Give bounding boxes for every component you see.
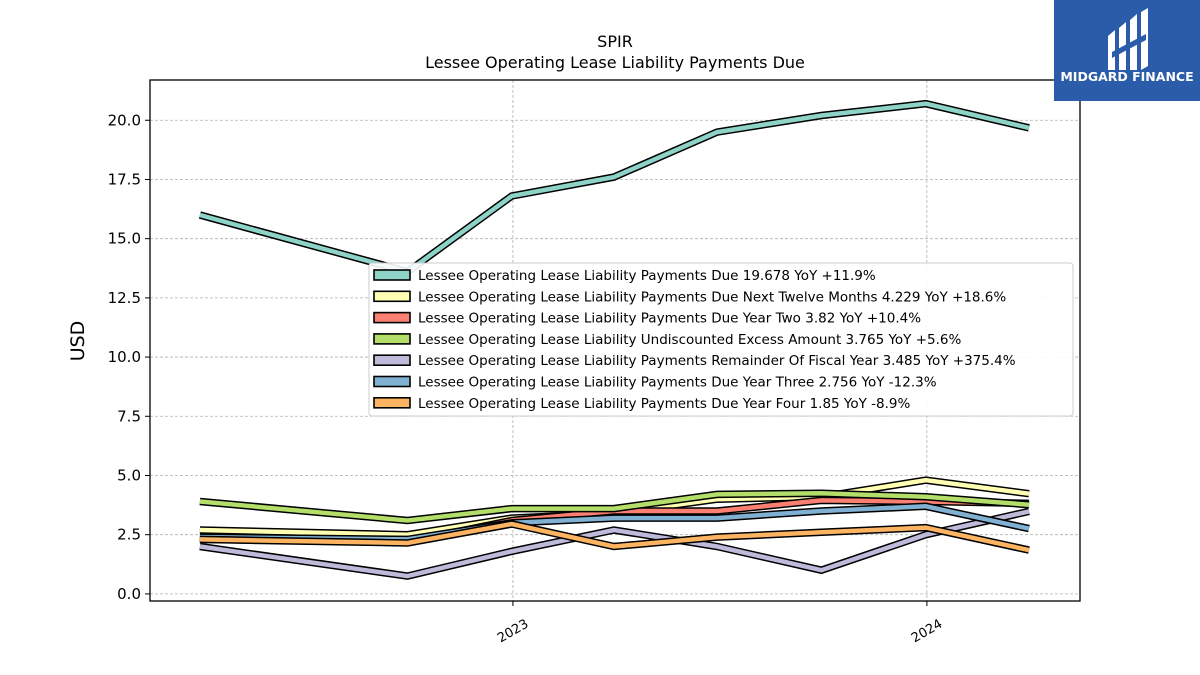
y-tick-label: 0.0 <box>117 585 141 603</box>
legend-swatch <box>373 354 411 367</box>
series-lines <box>198 99 1030 580</box>
legend-swatch <box>373 396 411 409</box>
y-tick-label: 2.5 <box>117 526 141 544</box>
logo-mark-icon <box>1108 8 1148 70</box>
legend-swatch <box>373 333 411 345</box>
y-tick-label: 5.0 <box>117 466 141 484</box>
brand-logo: MIDGARD FINANCE <box>1054 0 1200 101</box>
legend-box <box>368 262 1074 417</box>
chart-subtitle: Lessee Operating Lease Liability Payment… <box>425 53 805 72</box>
legend-entry-label: Lessee Operating Lease Liability Payment… <box>418 289 1006 305</box>
y-axis-label: USD <box>67 321 89 362</box>
y-tick-label: 20.0 <box>108 111 141 129</box>
legend-entry-label: Lessee Operating Lease Liability Undisco… <box>418 332 962 348</box>
legend-entry-label: Lessee Operating Lease Liability Payment… <box>418 375 937 391</box>
chart-title-block: SPIR Lessee Operating Lease Liability Pa… <box>425 32 805 72</box>
chart-title: SPIR <box>597 32 633 51</box>
series-line <box>199 490 1030 523</box>
y-tick-label: 12.5 <box>108 289 141 307</box>
legend-swatch <box>373 311 411 324</box>
y-axis-ticks: 0.0 2.5 5.0 7.5 10.0 12.5 15.0 17.5 20.0 <box>108 111 150 603</box>
y-tick-label: 15.0 <box>108 230 141 248</box>
x-axis-ticks: 2023 2024 <box>495 601 945 646</box>
logo-background <box>1054 0 1200 101</box>
legend-entry-label: Lessee Operating Lease Liability Payment… <box>418 396 911 412</box>
x-tick-label: 2024 <box>909 617 945 647</box>
logo-text: MIDGARD FINANCE <box>1060 69 1193 84</box>
series-line <box>199 101 1030 275</box>
legend-entry-label: Lessee Operating Lease Liability Payment… <box>418 311 921 327</box>
x-tick-label: 2023 <box>495 617 531 647</box>
series-line <box>199 521 1030 553</box>
legend-swatch <box>373 290 411 303</box>
legend-entry-label: Lessee Operating Lease Liability Payment… <box>418 353 1016 369</box>
legend-entry-label: Lessee Operating Lease Liability Payment… <box>418 268 876 284</box>
series-line-outline <box>198 99 1030 276</box>
y-tick-label: 7.5 <box>117 407 141 425</box>
legend-swatch <box>373 375 411 388</box>
y-tick-label: 17.5 <box>108 170 141 188</box>
series-line <box>199 477 1030 537</box>
y-tick-label: 10.0 <box>108 348 141 366</box>
plot-area-frame <box>149 79 1081 602</box>
legend: Lessee Operating Lease Liability Payment… <box>368 262 1074 417</box>
legend-swatch <box>373 269 411 281</box>
